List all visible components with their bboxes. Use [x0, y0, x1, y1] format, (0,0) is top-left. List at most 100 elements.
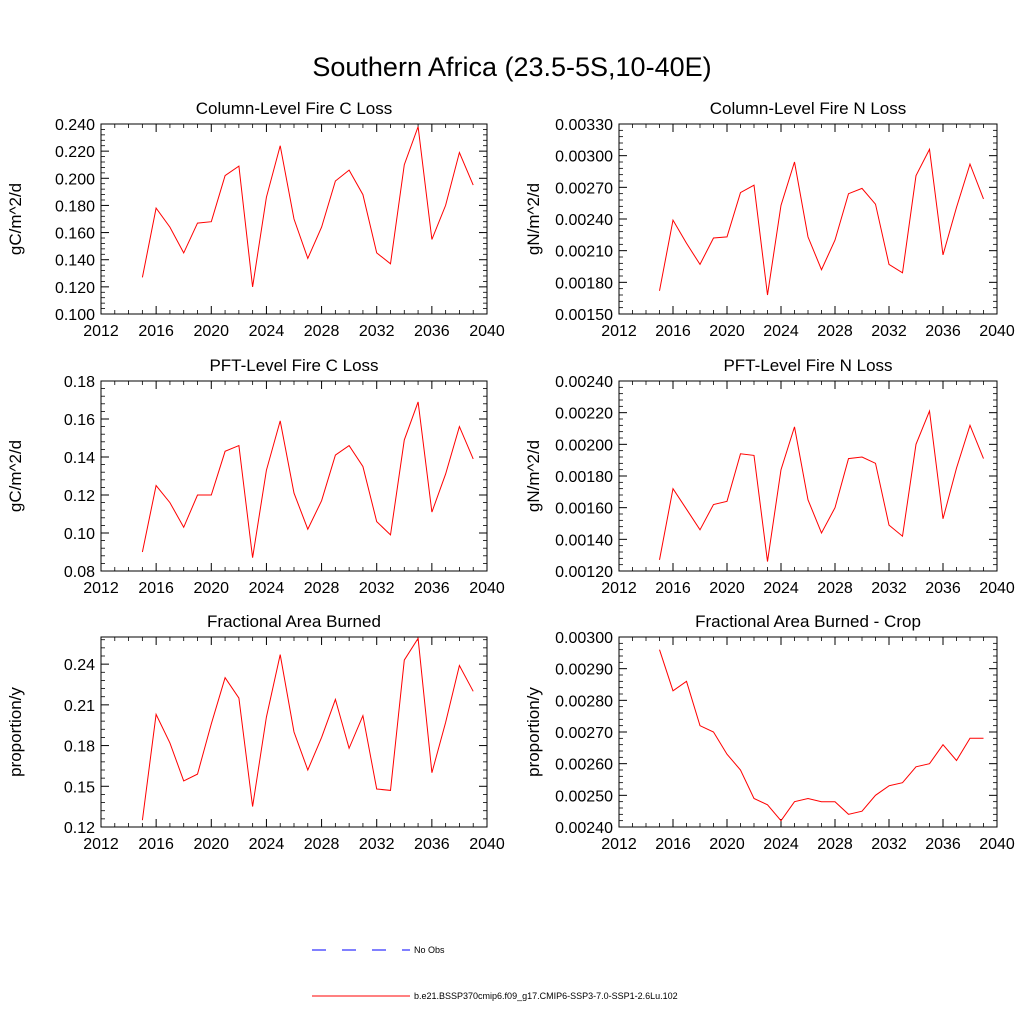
data-point — [834, 801, 835, 802]
data-point — [942, 254, 943, 255]
x-tick-label: 2016 — [138, 836, 174, 853]
data-point — [821, 801, 822, 802]
x-tick-label: 2012 — [83, 323, 119, 340]
data-point — [417, 401, 418, 402]
data-point — [740, 453, 741, 454]
data-point — [659, 559, 660, 560]
data-point — [672, 690, 673, 691]
data-point — [335, 180, 336, 181]
x-tick-label: 2020 — [709, 580, 745, 597]
data-point — [293, 218, 294, 219]
data-point — [197, 222, 198, 223]
y-tick-label: 0.21 — [64, 698, 95, 715]
data-point — [942, 744, 943, 745]
y-axis-label: gC/m^2/d — [6, 183, 25, 255]
x-tick-label: 2040 — [979, 580, 1015, 597]
data-point — [183, 780, 184, 781]
y-tick-label: 0.10 — [64, 526, 95, 543]
y-tick-label: 0.160 — [55, 226, 95, 243]
x-tick-label: 2024 — [763, 323, 799, 340]
x-tick-label: 2020 — [193, 580, 229, 597]
x-tick-label: 2016 — [138, 580, 174, 597]
data-point — [929, 410, 930, 411]
data-point — [767, 294, 768, 295]
data-point — [753, 798, 754, 799]
data-point — [861, 188, 862, 189]
data-point — [362, 715, 363, 716]
data-point — [740, 192, 741, 193]
x-tick-label: 2024 — [249, 580, 285, 597]
x-tick-label: 2036 — [414, 836, 450, 853]
chart-panel-3: PFT-Level Fire C Loss gC/m^2/d 2012 2016 202… — [6, 356, 505, 597]
x-tick-label: 2028 — [817, 580, 853, 597]
data-point — [888, 785, 889, 786]
data-point — [321, 227, 322, 228]
y-tick-label: 0.00150 — [555, 307, 613, 324]
series-line — [141, 401, 474, 558]
x-tick-label: 2040 — [469, 836, 505, 853]
data-point — [659, 649, 660, 650]
data-point — [224, 451, 225, 452]
x-tick-label: 2032 — [871, 323, 907, 340]
y-tick-label: 0.140 — [55, 253, 95, 270]
data-point — [686, 243, 687, 244]
data-point — [307, 529, 308, 530]
data-point — [321, 737, 322, 738]
y-tick-label: 0.180 — [55, 198, 95, 215]
x-tick-label: 2028 — [304, 836, 340, 853]
data-point — [211, 494, 212, 495]
data-point — [362, 194, 363, 195]
data-point — [417, 638, 418, 639]
y-tick-label: 0.12 — [64, 820, 95, 837]
chart-title: PFT-Level Fire C Loss — [209, 356, 378, 375]
y-tick-label: 0.00240 — [555, 212, 613, 229]
data-point — [445, 205, 446, 206]
x-tick-label: 2032 — [871, 580, 907, 597]
data-point — [197, 773, 198, 774]
data-point — [821, 269, 822, 270]
data-point — [445, 722, 446, 723]
data-point — [929, 149, 930, 150]
data-point — [169, 502, 170, 503]
y-axis-label: gN/m^2/d — [524, 440, 543, 512]
data-point — [307, 769, 308, 770]
data-point — [142, 551, 143, 552]
series-line — [659, 147, 984, 296]
data-point — [861, 456, 862, 457]
data-point — [431, 239, 432, 240]
y-tick-label: 0.00300 — [555, 630, 613, 647]
data-point — [404, 439, 405, 440]
data-point — [280, 145, 281, 146]
figure-title: Southern Africa (23.5-5S,10-40E) — [312, 52, 711, 82]
y-tick-label: 0.00240 — [555, 374, 613, 391]
data-point — [390, 790, 391, 791]
data-point — [686, 509, 687, 510]
y-tick-label: 0.16 — [64, 412, 95, 429]
data-point — [956, 467, 957, 468]
chart-panel-4: PFT-Level Fire N Loss gN/m^2/d 2012 2016 202… — [524, 356, 1015, 597]
x-tick-label: 2036 — [414, 580, 450, 597]
data-point — [252, 557, 253, 558]
x-tick-label: 2036 — [414, 323, 450, 340]
data-point — [942, 518, 943, 519]
x-tick-label: 2012 — [601, 836, 637, 853]
data-point — [929, 763, 930, 764]
chart-title: Column-Level Fire C Loss — [196, 99, 393, 118]
data-point — [969, 738, 970, 739]
y-axis-label: gN/m^2/d — [524, 183, 543, 255]
data-point — [293, 493, 294, 494]
x-tick-label: 2028 — [817, 836, 853, 853]
data-point — [713, 731, 714, 732]
data-point — [902, 536, 903, 537]
legend-entry-model: b.e21.BSSP370cmip6.f09_g17.CMIP6-SSP3-7.… — [312, 991, 678, 1001]
data-point — [875, 463, 876, 464]
y-tick-label: 0.00280 — [555, 693, 613, 710]
data-point — [362, 466, 363, 467]
data-point — [969, 164, 970, 165]
x-tick-label: 2028 — [304, 323, 340, 340]
y-tick-label: 0.220 — [55, 144, 95, 161]
chart-title: Column-Level Fire N Loss — [710, 99, 907, 118]
data-point — [794, 426, 795, 427]
y-tick-label: 0.24 — [64, 657, 95, 674]
